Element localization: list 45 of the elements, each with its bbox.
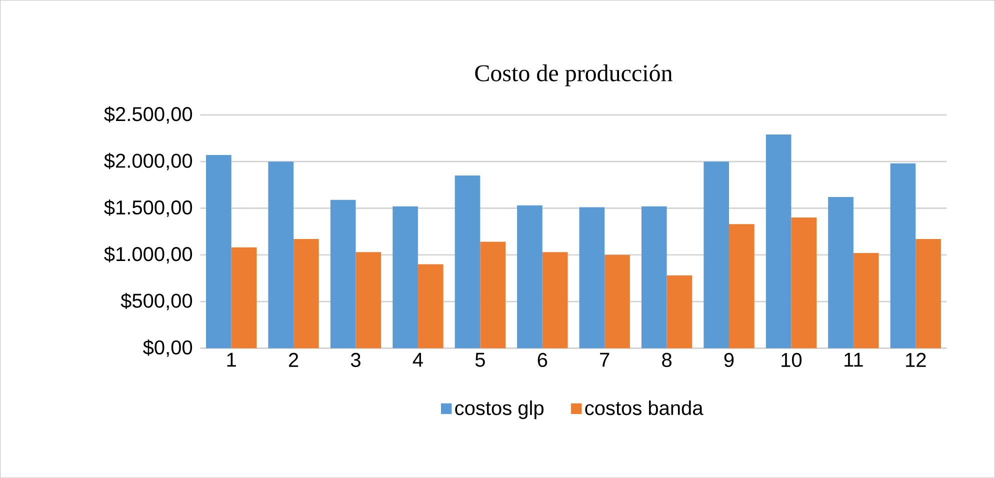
x-tick-label: 8 [662,353,672,368]
bar [791,218,817,348]
bar [454,176,480,348]
bar [828,197,854,348]
x-tick-label: 12 [906,353,926,367]
bar [268,162,294,348]
bar [330,200,356,348]
x-tick-label: 2 [288,353,298,367]
x-tick-label: 4 [412,353,423,367]
chart-title: Costo de producción [475,64,672,86]
bar [392,206,418,348]
bar [641,206,667,348]
x-tick-label: 11 [844,353,863,367]
bar [704,162,730,348]
y-tick-label: $1.500,00 [104,200,192,218]
bar [231,248,257,348]
bar [480,242,506,348]
bar [766,134,792,348]
legend-label: costos glp [455,400,544,420]
x-tick-label: 10 [782,353,802,368]
bar [604,254,630,348]
bar [418,264,444,348]
y-tick-label: $500,00 [120,292,192,310]
y-tick-label: $2.500,00 [104,106,192,124]
y-tick-label: $1.000,00 [104,246,192,264]
y-tick-label: $0,00 [143,340,192,357]
x-tick-label: 3 [350,353,360,368]
bar [579,207,605,348]
x-tick-label: 5 [475,353,485,367]
bar [356,252,382,348]
x-tick-label: 9 [724,353,734,368]
bar [294,239,319,348]
bar [853,253,879,348]
y-tick-label: $2.000,00 [104,152,192,170]
x-tick-label: 6 [538,353,548,368]
bar [890,164,916,348]
bar [916,239,941,348]
bar [729,224,754,348]
x-tick-label: 7 [600,353,610,367]
x-tick-label: 1 [227,353,236,367]
bar [666,276,692,348]
bar [206,155,232,348]
bar [517,206,542,348]
legend-label: costos banda [585,400,704,416]
bar [542,252,568,348]
